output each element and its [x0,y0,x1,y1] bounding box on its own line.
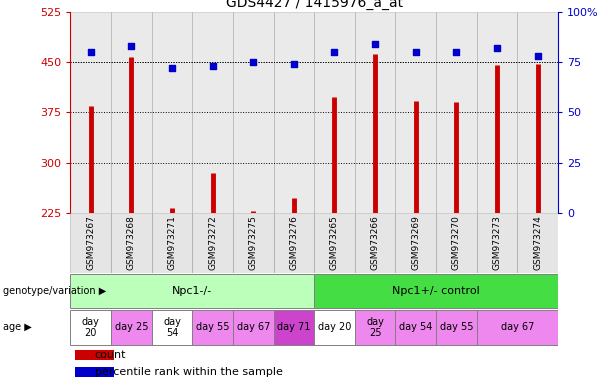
Text: day
54: day 54 [163,316,181,338]
Text: Npc1+/- control: Npc1+/- control [392,286,480,296]
Text: day 20: day 20 [318,322,351,333]
Bar [192,310,233,344]
Point [248,59,258,65]
Bar [111,213,151,273]
Text: GSM973270: GSM973270 [452,215,461,270]
Text: GSM973275: GSM973275 [249,215,257,270]
Point [86,49,96,55]
Text: day 71: day 71 [277,322,311,333]
Bar [517,213,558,273]
Point [533,53,543,59]
Bar [436,213,477,273]
Bar [152,310,192,344]
Text: GSM973267: GSM973267 [86,215,95,270]
Bar [70,274,314,308]
Bar [395,213,436,273]
Bar [233,310,273,344]
Point [411,49,421,55]
Bar [355,213,395,273]
Bar [477,310,558,344]
Bar [395,310,436,344]
Text: day
20: day 20 [82,316,100,338]
Bar [111,310,151,344]
Bar [70,12,111,213]
Text: GSM973276: GSM973276 [289,215,299,270]
Point [289,61,299,67]
Point [370,41,380,47]
Bar [314,310,355,344]
Text: day 54: day 54 [399,322,432,333]
Text: day 55: day 55 [440,322,473,333]
Text: GSM973273: GSM973273 [492,215,501,270]
Point [126,43,136,49]
Bar [477,12,517,213]
Point [167,65,177,71]
Bar [192,213,233,273]
Bar [152,213,192,273]
Point [451,49,461,55]
Bar [111,12,151,213]
Bar [395,12,436,213]
Point [208,63,218,69]
Bar [233,213,273,273]
Bar [233,12,273,213]
Text: GSM973269: GSM973269 [411,215,420,270]
Bar [75,350,114,360]
Bar [70,213,111,273]
Bar [436,310,477,344]
Bar [273,12,314,213]
Text: count: count [95,350,126,360]
Text: percentile rank within the sample: percentile rank within the sample [95,367,283,377]
Bar [355,310,395,344]
Bar [436,12,477,213]
Bar [152,12,192,213]
Bar [192,12,233,213]
Bar [75,367,114,377]
Bar [273,213,314,273]
Text: day 67: day 67 [237,322,270,333]
Text: day 67: day 67 [501,322,534,333]
Bar [273,310,314,344]
Bar [314,213,355,273]
Text: day 25: day 25 [115,322,148,333]
Text: day
25: day 25 [366,316,384,338]
Bar [477,213,517,273]
Text: day 55: day 55 [196,322,229,333]
Text: GSM973272: GSM973272 [208,215,217,270]
Text: GSM973271: GSM973271 [167,215,177,270]
Text: GSM973265: GSM973265 [330,215,339,270]
Text: GSM973268: GSM973268 [127,215,136,270]
Title: GDS4427 / 1415976_a_at: GDS4427 / 1415976_a_at [226,0,403,10]
Bar [314,274,558,308]
Bar [314,12,355,213]
Text: age ▶: age ▶ [3,322,32,333]
Bar [517,12,558,213]
Text: GSM973274: GSM973274 [533,215,542,270]
Text: genotype/variation ▶: genotype/variation ▶ [3,286,106,296]
Bar [70,310,111,344]
Text: GSM973266: GSM973266 [371,215,379,270]
Point [330,49,340,55]
Bar [355,12,395,213]
Text: Npc1-/-: Npc1-/- [172,286,213,296]
Point [492,45,502,51]
